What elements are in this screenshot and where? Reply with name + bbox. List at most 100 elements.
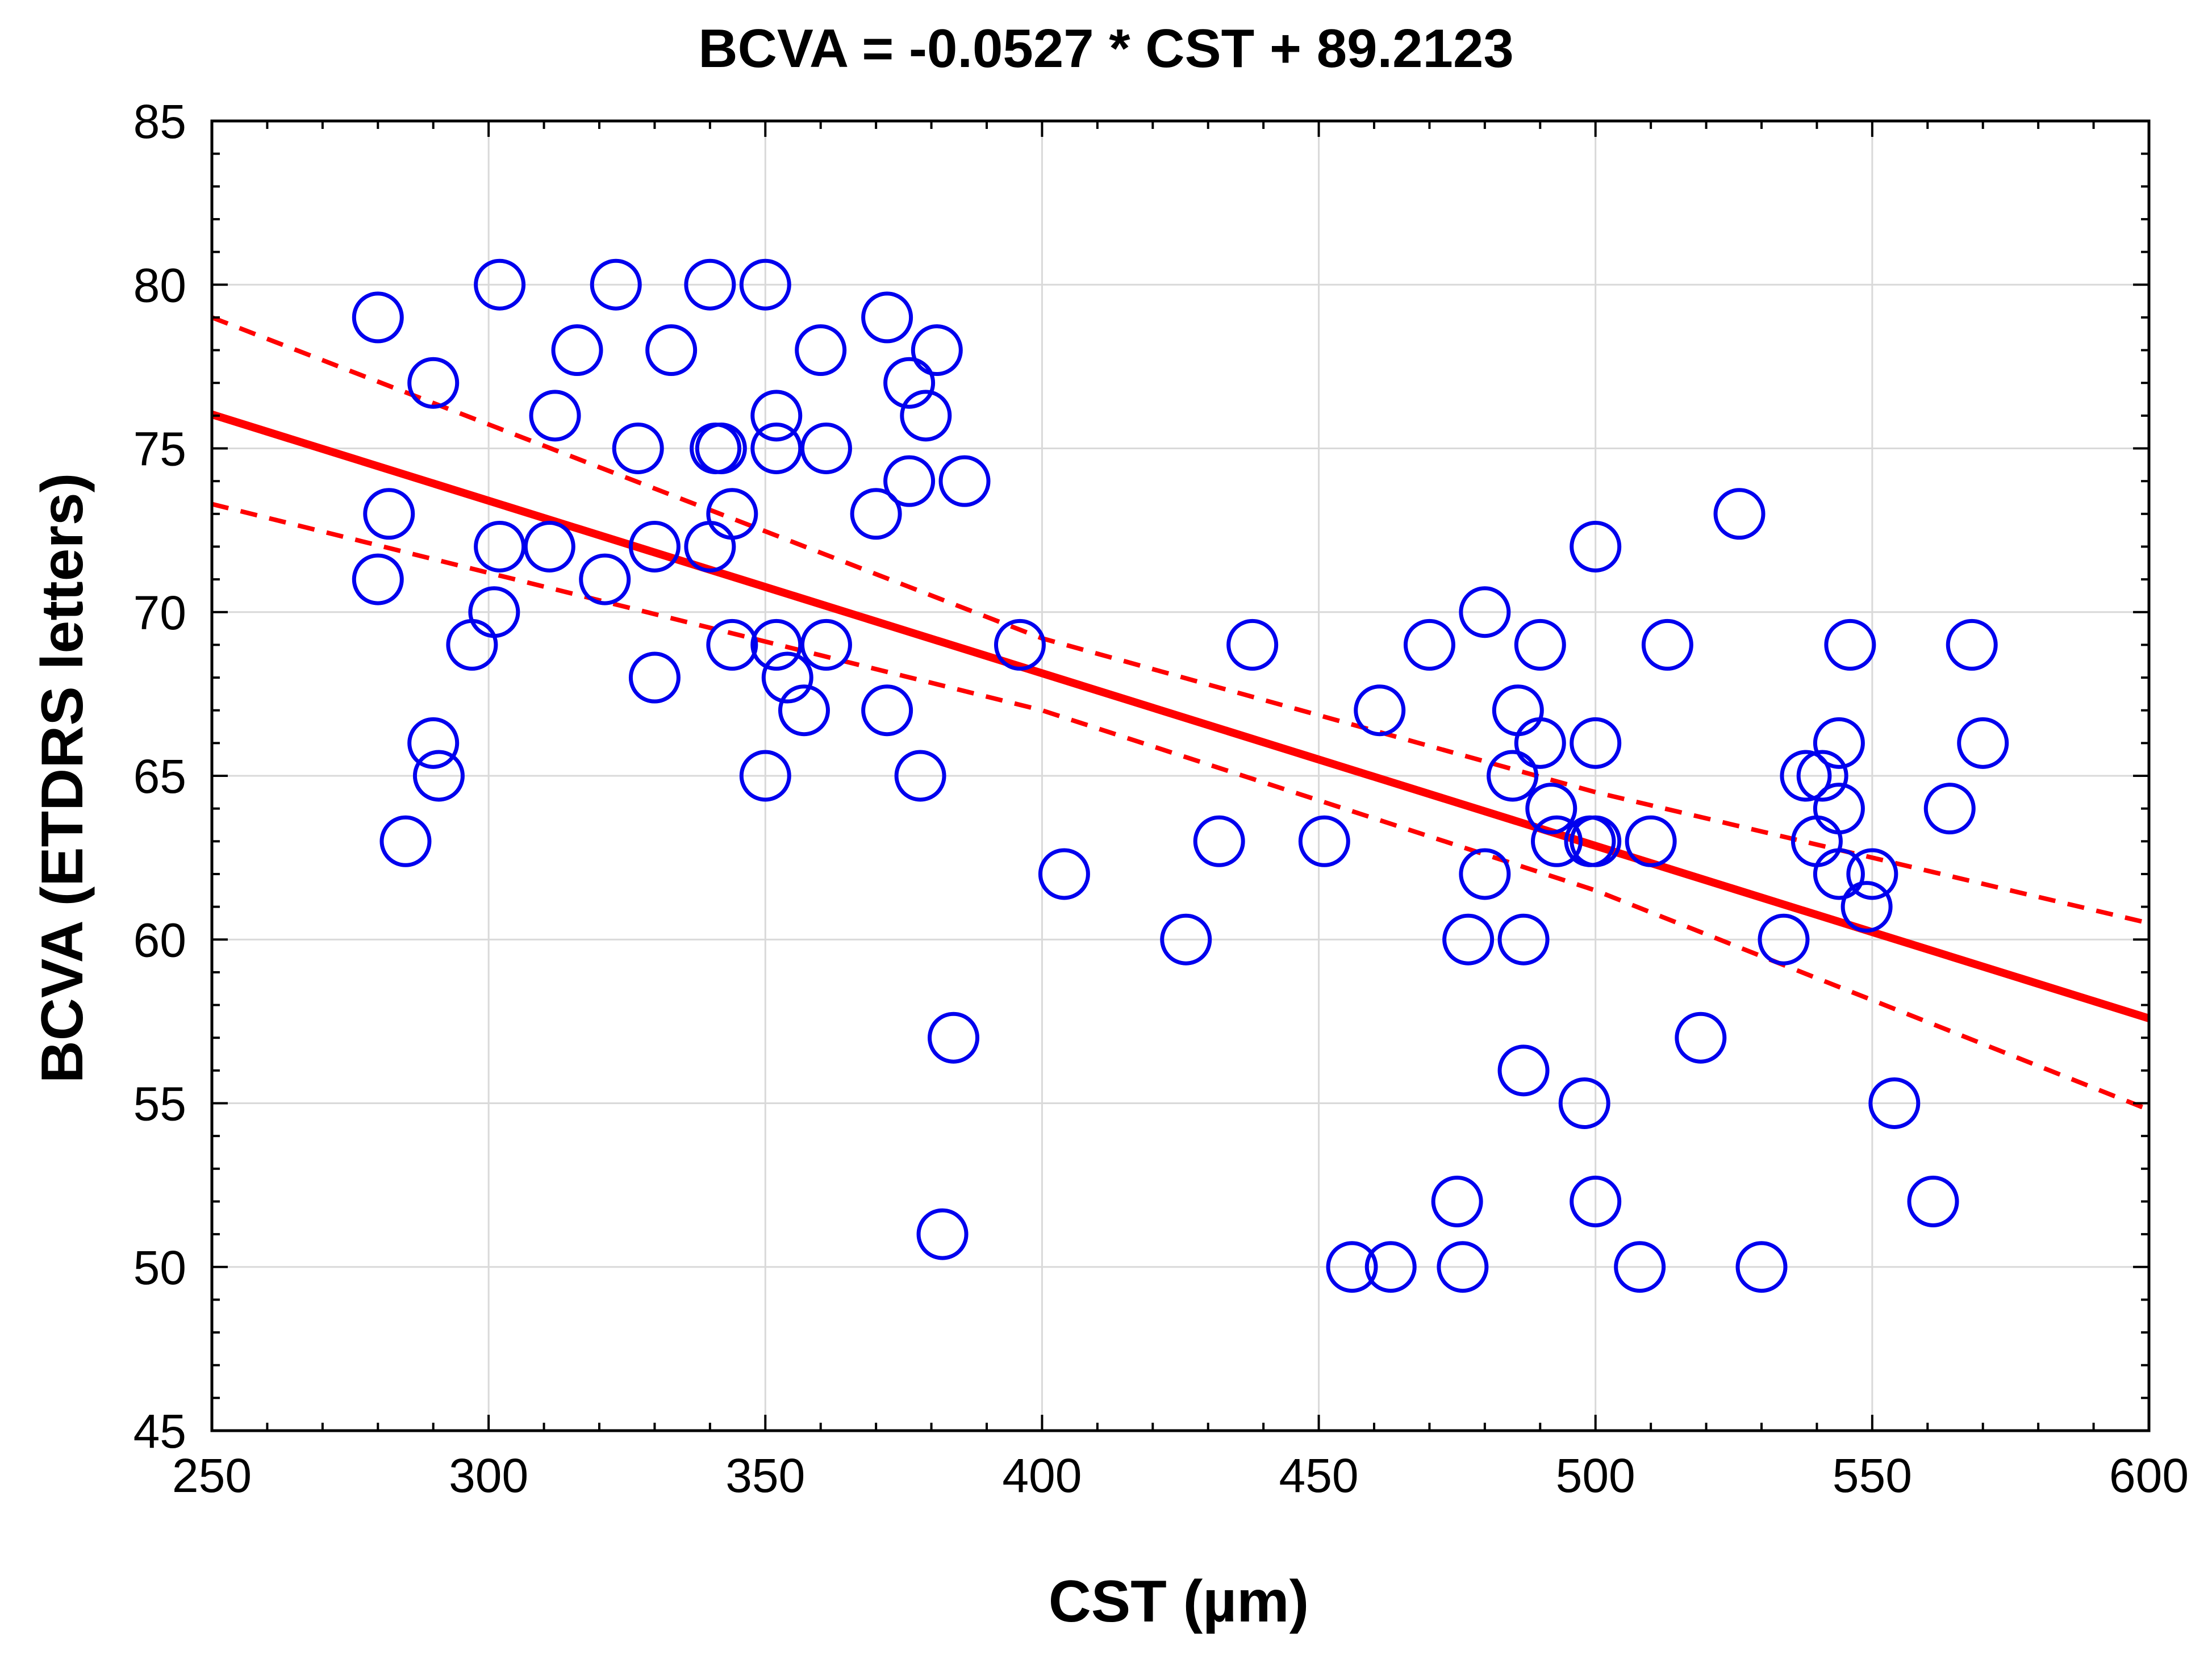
- x-tick-label: 350: [725, 1449, 805, 1502]
- data-point: [1160, 913, 1212, 966]
- y-tick-label: 75: [133, 423, 186, 476]
- y-tick-label: 55: [133, 1077, 186, 1131]
- data-point: [928, 1012, 980, 1064]
- data-point: [628, 651, 681, 704]
- data-point: [529, 390, 581, 442]
- data-point: [407, 357, 460, 409]
- data-point: [1497, 1044, 1550, 1097]
- data-point: [628, 520, 681, 572]
- y-tick-label: 80: [133, 258, 186, 312]
- data-point: [1840, 881, 1893, 933]
- data-point: [1459, 848, 1511, 900]
- data-point: [407, 717, 460, 769]
- data-point: [1791, 815, 1843, 867]
- data-point: [1459, 586, 1511, 638]
- data-point: [1614, 1241, 1666, 1293]
- data-point: [1354, 684, 1406, 737]
- data-point: [1193, 815, 1245, 867]
- data-point: [612, 423, 664, 474]
- data-point: [861, 684, 913, 737]
- data-point: [1558, 1077, 1610, 1129]
- y-tick-label: 45: [133, 1405, 186, 1458]
- data-point: [883, 455, 936, 507]
- data-point: [850, 488, 902, 540]
- data-point: [1570, 1175, 1622, 1227]
- data-point: [900, 390, 952, 442]
- data-point: [1813, 848, 1865, 900]
- data-point: [412, 750, 465, 802]
- confidence-band-upper: [211, 315, 2150, 926]
- data-point: [363, 488, 415, 540]
- data-point: [523, 520, 575, 572]
- x-axis-label: CST (µm): [1049, 1569, 1309, 1635]
- data-point: [684, 258, 736, 311]
- chart-title: BCVA = -0.0527 * CST + 89.2123: [698, 18, 1513, 79]
- x-tick-label: 600: [2109, 1449, 2189, 1502]
- data-point: [911, 324, 963, 377]
- data-point: [1514, 618, 1566, 671]
- data-point: [800, 618, 852, 671]
- data-point: [739, 258, 791, 311]
- x-tick-label: 250: [172, 1449, 252, 1502]
- regression-line: [210, 411, 2151, 1022]
- data-point: [1038, 848, 1090, 900]
- y-axis-label: BCVA (ETDRS letters): [30, 473, 95, 1084]
- data-point: [1780, 750, 1832, 802]
- data-point: [1487, 750, 1539, 802]
- data-point: [352, 291, 404, 344]
- data-point: [1570, 717, 1622, 769]
- data-point: [1326, 1241, 1378, 1293]
- data-point: [1364, 1241, 1417, 1293]
- data-point: [750, 618, 803, 671]
- y-tick-label: 70: [133, 586, 186, 640]
- data-point: [938, 455, 991, 507]
- data-point: [1758, 913, 1810, 966]
- data-point: [590, 258, 642, 311]
- data-point: [1713, 488, 1766, 540]
- data-point: [916, 1208, 969, 1260]
- data-point: [379, 815, 432, 867]
- y-tick-label: 85: [133, 95, 186, 148]
- x-tick-label: 450: [1279, 1449, 1358, 1502]
- data-point: [1403, 618, 1455, 671]
- data-point: [1525, 783, 1577, 835]
- x-tick-label: 300: [449, 1449, 528, 1502]
- data-point: [1824, 618, 1876, 671]
- data-point: [800, 423, 852, 474]
- data-point: [1437, 1241, 1489, 1293]
- y-tick-label: 65: [133, 750, 186, 803]
- data-point: [795, 324, 847, 377]
- data-point: [994, 618, 1046, 671]
- data-point: [1625, 815, 1677, 867]
- data-point: [1813, 717, 1865, 769]
- data-point: [1431, 1175, 1483, 1227]
- data-point: [645, 324, 698, 377]
- fit-line-layer: [210, 411, 2151, 1022]
- data-point: [1796, 750, 1848, 802]
- data-point: [739, 750, 791, 802]
- y-tick-label: 50: [133, 1241, 186, 1294]
- data-points-layer: [352, 258, 2009, 1293]
- data-point: [1298, 815, 1350, 867]
- data-point: [551, 324, 603, 377]
- x-tick-label: 400: [1002, 1449, 1082, 1502]
- data-point: [706, 488, 758, 540]
- data-point: [1641, 618, 1693, 671]
- tick-layer: 250 300 350 400 450 500 550 600 45 50 55 60 65 70 75 80…: [133, 95, 2189, 1502]
- data-point: [778, 684, 830, 737]
- data-point: [695, 423, 747, 474]
- data-point: [1957, 717, 2009, 769]
- y-tick-label: 60: [133, 913, 186, 967]
- data-point: [474, 520, 526, 572]
- data-point: [1497, 913, 1550, 966]
- x-tick-label: 500: [1556, 1449, 1635, 1502]
- data-point: [1570, 520, 1622, 572]
- data-point: [684, 520, 736, 572]
- data-point: [468, 586, 520, 638]
- data-point: [352, 553, 404, 605]
- data-point: [761, 651, 813, 704]
- data-point: [1570, 815, 1622, 867]
- data-point: [1946, 618, 1998, 671]
